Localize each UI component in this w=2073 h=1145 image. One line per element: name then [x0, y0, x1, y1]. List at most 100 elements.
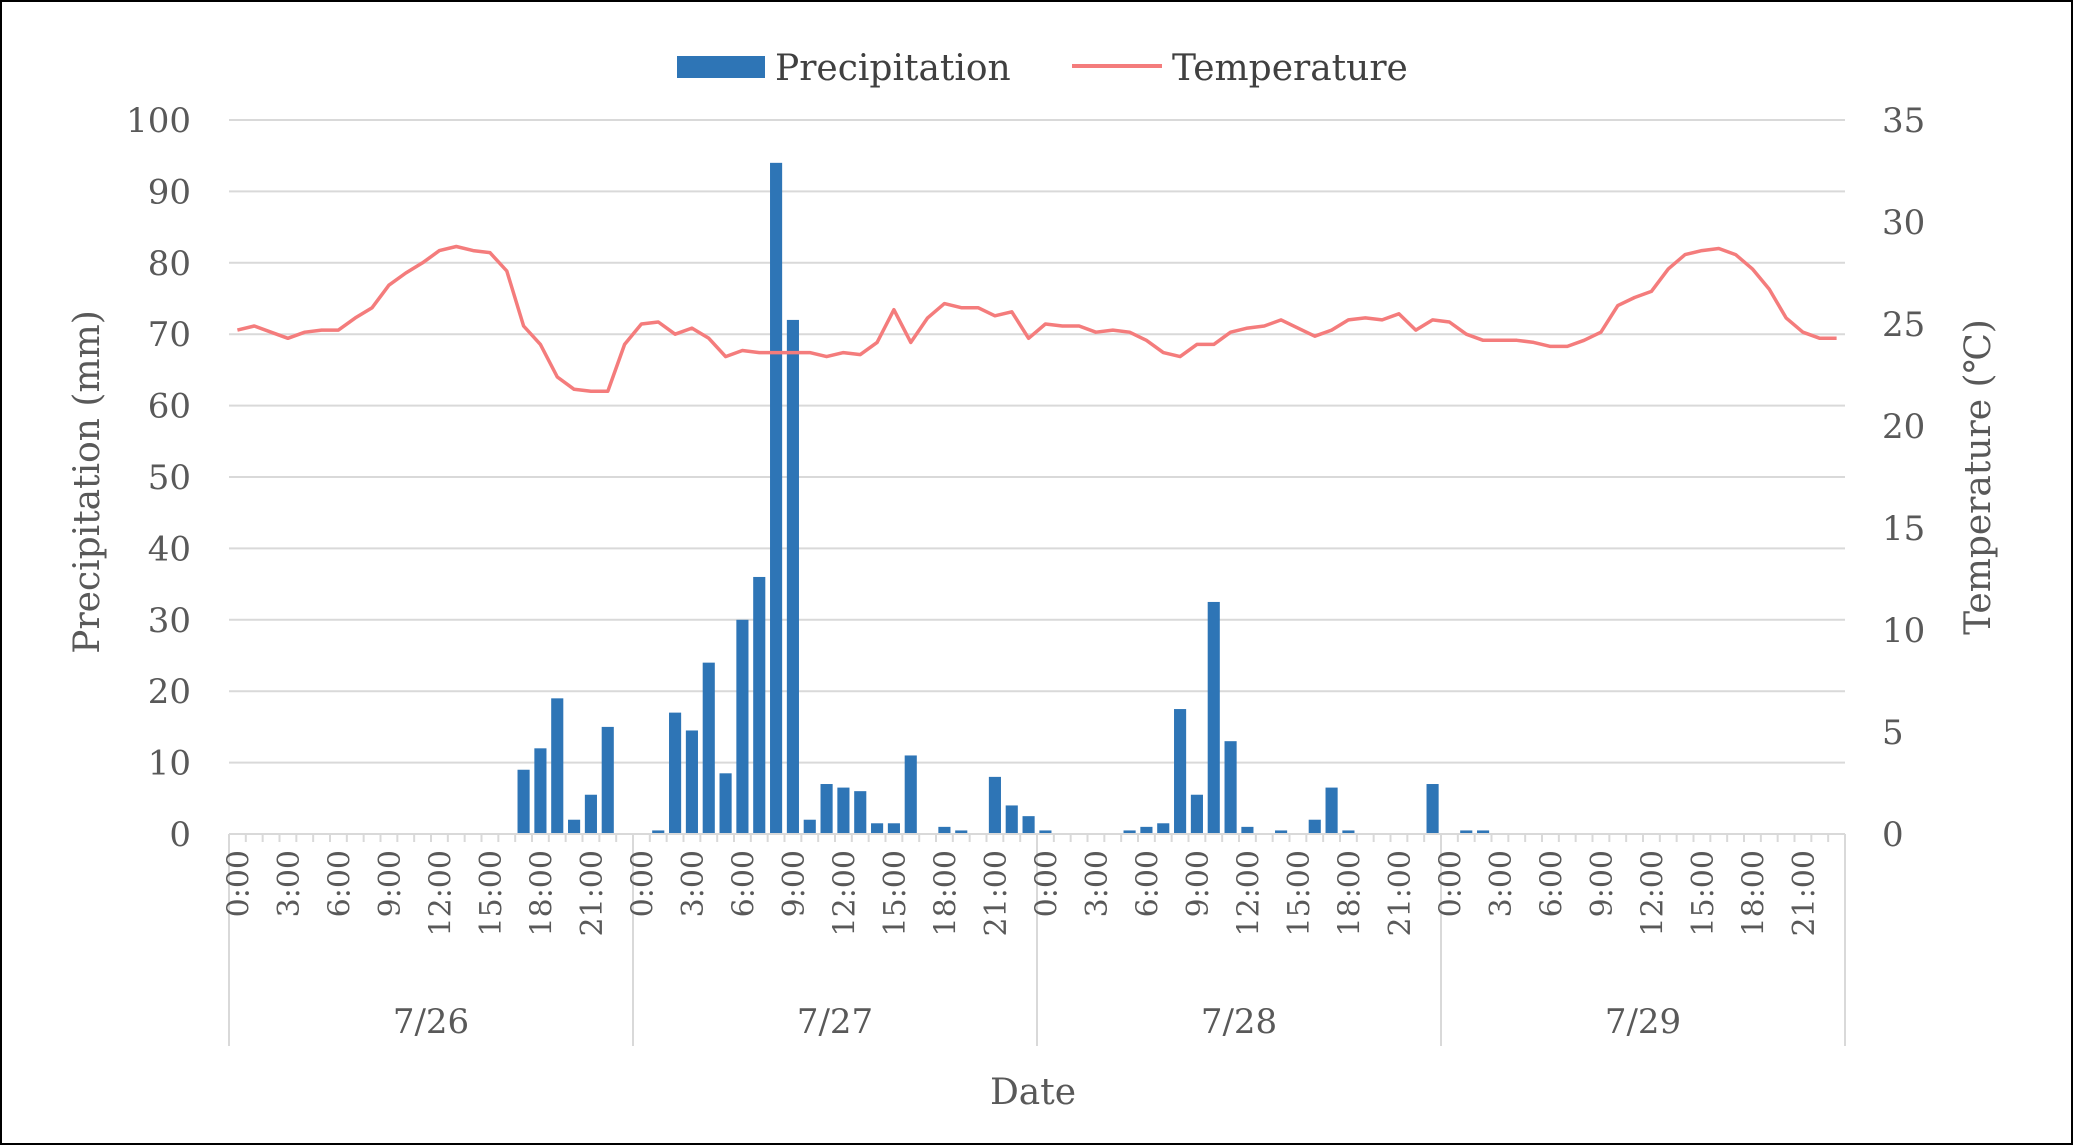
- x-day-label: 7/27: [797, 1002, 873, 1042]
- precipitation-bars: [517, 162, 1490, 835]
- x-hour-label: 6:00: [726, 850, 761, 917]
- x-hour-label: 6:00: [1534, 850, 1569, 917]
- y-right-tick-label: 20: [1882, 407, 1925, 447]
- y-left-tick-label: 0: [169, 815, 191, 855]
- x-hour-label: 3:00: [676, 850, 711, 917]
- precipitation-bar: [871, 823, 884, 834]
- legend: Precipitation Temperature: [677, 48, 1408, 89]
- x-hour-label: 6:00: [322, 850, 357, 917]
- legend-label-temperature: Temperature: [1172, 48, 1408, 89]
- precipitation-bar: [753, 576, 766, 834]
- x-hour-label: 18:00: [1736, 850, 1771, 936]
- x-hour-label: 9:00: [1585, 850, 1620, 917]
- y-left-tick-label: 50: [148, 458, 191, 498]
- precipitation-bar: [601, 726, 614, 834]
- precipitation-bar: [1190, 794, 1203, 834]
- x-hour-label: 21:00: [1383, 850, 1418, 936]
- x-hour-label: 15:00: [474, 850, 509, 936]
- y-right-tick-label: 30: [1882, 203, 1925, 243]
- x-hour-label: 15:00: [1686, 850, 1721, 936]
- x-day-label: 7/29: [1605, 1002, 1681, 1042]
- x-hour-label: 18:00: [928, 850, 963, 936]
- precipitation-bar: [551, 698, 564, 834]
- y-left-tick-label: 20: [148, 672, 191, 712]
- x-hour-label: 21:00: [1787, 850, 1822, 936]
- x-hour-label: 0:00: [1433, 850, 1468, 917]
- y-left-tick-label: 10: [148, 744, 191, 784]
- precipitation-bar: [1426, 784, 1439, 834]
- precipitation-bar: [1207, 601, 1220, 834]
- x-hour-label: 12:00: [827, 850, 862, 936]
- precipitation-bar: [887, 823, 900, 834]
- precipitation-bar: [988, 776, 1001, 834]
- x-hour-label: 12:00: [423, 850, 458, 936]
- y-left-tick-label: 90: [148, 172, 191, 212]
- precipitation-bar: [568, 819, 581, 834]
- precipitation-bar: [1174, 709, 1187, 834]
- precipitation-bar: [938, 826, 951, 834]
- precipitation-bar: [955, 830, 968, 834]
- precipitation-bar: [1224, 741, 1237, 834]
- x-hour-label: 6:00: [1130, 850, 1165, 917]
- y-right-tick-label: 15: [1882, 509, 1925, 549]
- gridlines: [229, 119, 1845, 764]
- precipitation-bar: [1342, 830, 1355, 834]
- x-hour-label: 9:00: [777, 850, 812, 917]
- x-hour-label: 9:00: [373, 850, 408, 917]
- x-hour-label: 15:00: [878, 850, 913, 936]
- y-right-tick-label: 35: [1882, 101, 1925, 141]
- x-hour-label: 18:00: [1332, 850, 1367, 936]
- precipitation-bar: [786, 319, 799, 834]
- precipitation-bar: [904, 755, 917, 834]
- y-left-tick-label: 70: [148, 315, 191, 355]
- precipitation-bar: [1157, 823, 1170, 834]
- y-right-tick-label: 10: [1882, 611, 1925, 651]
- x-hour-label: 9:00: [1181, 850, 1216, 917]
- precipitation-bar: [669, 712, 682, 834]
- precipitation-bar: [1039, 830, 1052, 834]
- x-hour-label: 3:00: [1080, 850, 1115, 917]
- precipitation-bar: [770, 162, 783, 835]
- y-axis-right-title: Temperature (℃): [1958, 319, 1999, 635]
- x-axis-title: Date: [990, 1072, 1076, 1113]
- temperature-line-group: [236, 244, 1837, 394]
- y-left-tick-label: 100: [126, 101, 191, 141]
- y-left-tick-label: 30: [148, 601, 191, 641]
- y-right-tick-label: 5: [1882, 713, 1904, 753]
- precipitation-bar: [1325, 787, 1338, 834]
- x-day-label: 7/28: [1201, 1002, 1277, 1042]
- precipitation-bar: [1477, 830, 1490, 834]
- x-hour-label: 3:00: [1484, 850, 1519, 917]
- precipitation-bar: [820, 784, 833, 834]
- y-right-tick-label: 0: [1882, 815, 1904, 855]
- axes: 0 10 20 30 40 50 60 70 80 90 100 0 5 10 15 20 25 30 35 0:00…: [126, 101, 1925, 1046]
- x-hour-label: 18:00: [524, 850, 559, 936]
- y-right-tick-label: 25: [1882, 305, 1925, 345]
- precipitation-bar: [1275, 830, 1288, 834]
- x-hour-label: 21:00: [979, 850, 1014, 936]
- precipitation-bar: [584, 794, 597, 834]
- precipitation-bar: [803, 819, 816, 834]
- precipitation-bar: [719, 773, 732, 834]
- x-hour-label: 0:00: [625, 850, 660, 917]
- precipitation-bar: [1140, 826, 1153, 834]
- precipitation-bar: [1005, 805, 1018, 834]
- y-left-tick-label: 80: [148, 244, 191, 284]
- x-hour-label: 0:00: [221, 850, 256, 917]
- precipitation-bar: [1308, 819, 1321, 834]
- x-hour-label: 15:00: [1282, 850, 1317, 936]
- precipitation-bar: [1460, 830, 1473, 834]
- x-hour-label: 12:00: [1231, 850, 1266, 936]
- x-day-label: 7/26: [393, 1002, 469, 1042]
- precipitation-bar: [854, 791, 867, 834]
- precipitation-bar: [1123, 830, 1136, 834]
- precipitation-bar: [1022, 816, 1035, 834]
- legend-label-precipitation: Precipitation: [775, 48, 1011, 89]
- y-left-tick-label: 40: [148, 529, 191, 569]
- x-hour-label: 21:00: [575, 850, 610, 936]
- y-axis-left-title: Precipitation (mm): [67, 310, 108, 654]
- precipitation-bar: [736, 619, 749, 834]
- precipitation-bar: [517, 769, 530, 834]
- legend-swatch-precipitation: [677, 56, 765, 78]
